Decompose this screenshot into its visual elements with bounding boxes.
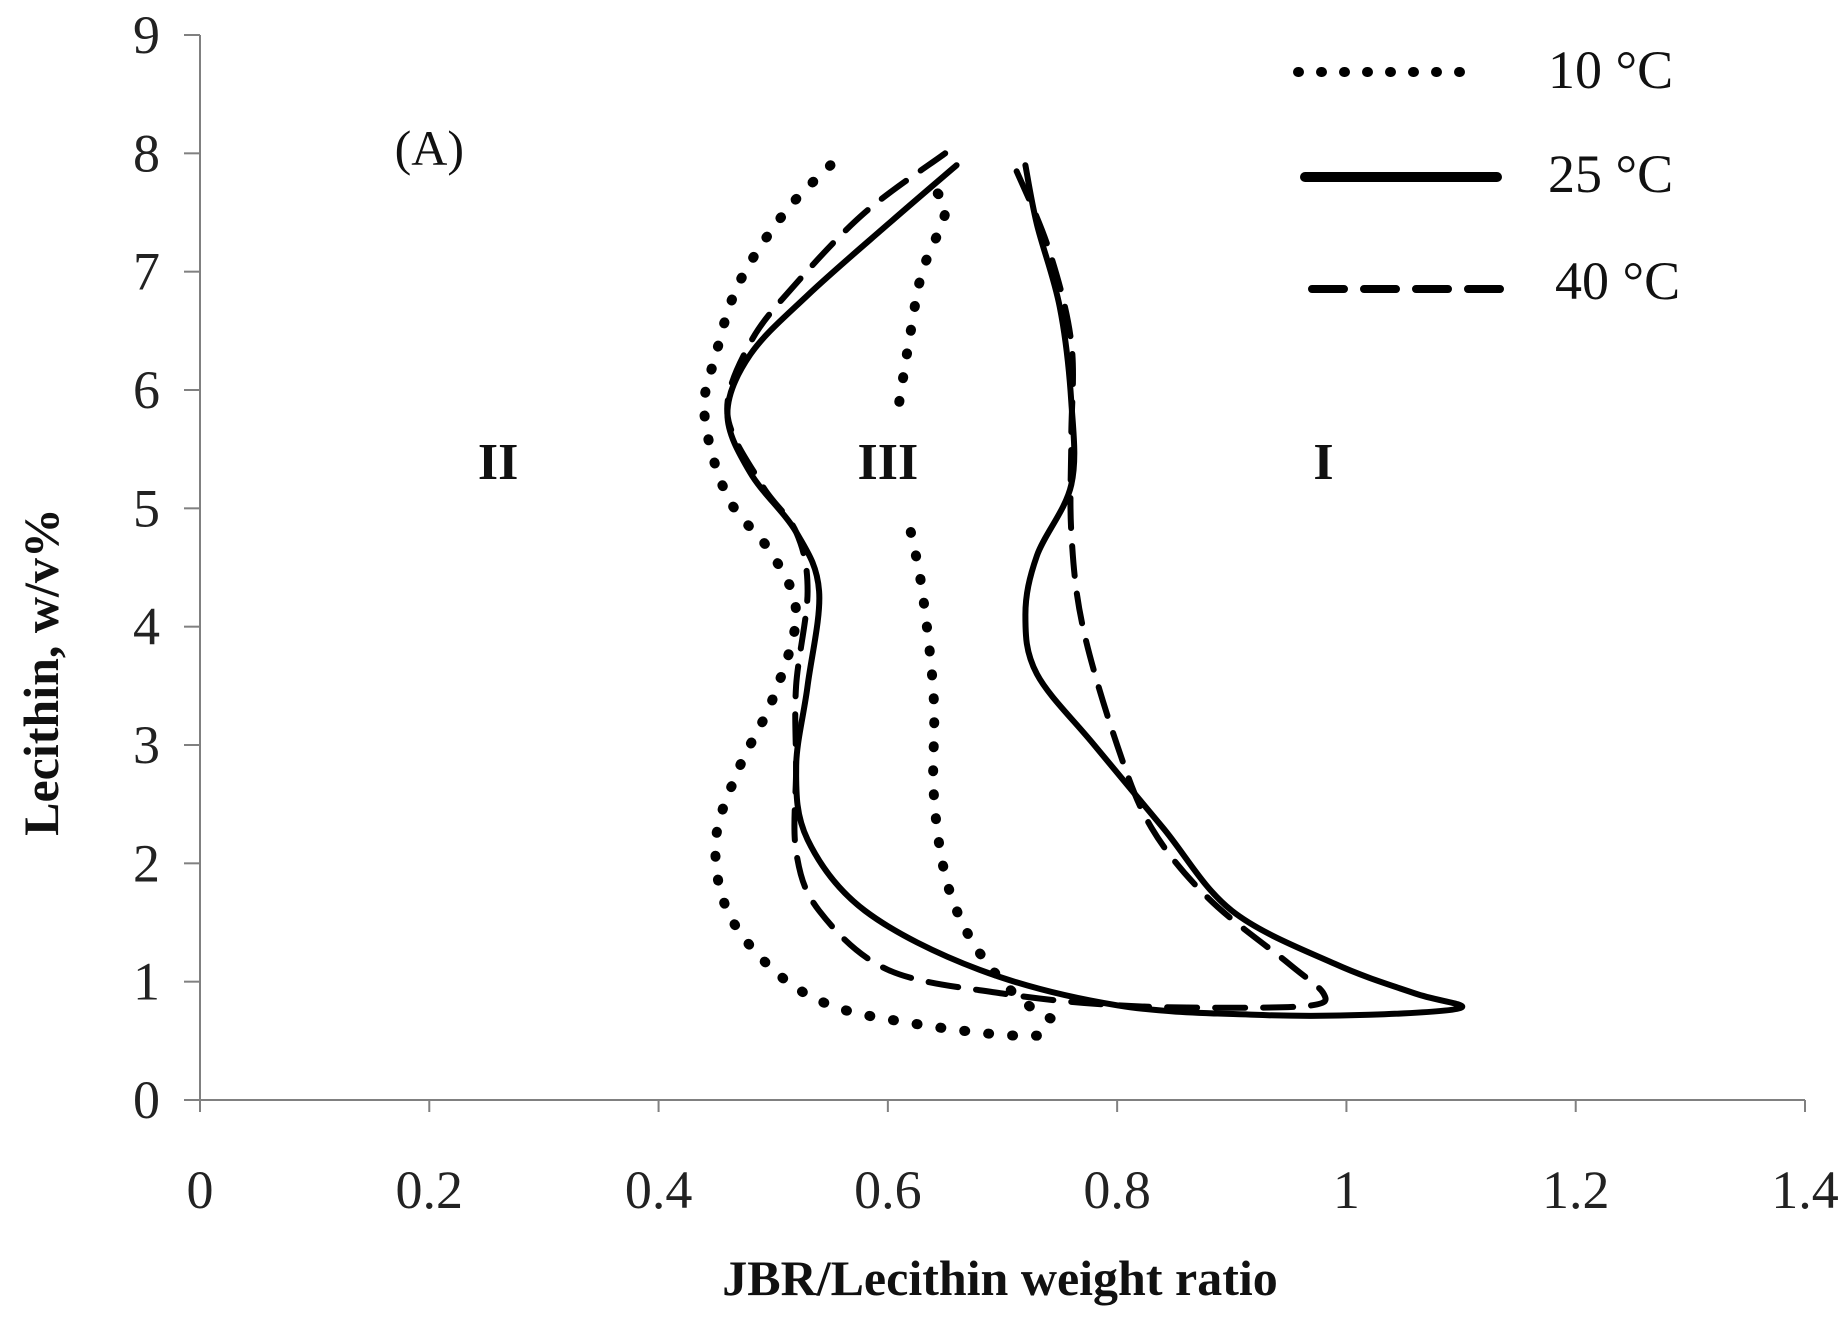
series-line-dotted — [905, 527, 1077, 1032]
x-tick-label: 0.6 — [854, 1160, 922, 1220]
y-axis-title: Lecithin, w/v% — [13, 508, 69, 836]
labels-layer: (A)II III I — [395, 120, 1334, 491]
y-tick-label: 3 — [133, 715, 160, 775]
y-tick-label: 1 — [133, 952, 160, 1012]
x-tick-label: 0.4 — [625, 1160, 693, 1220]
x-tick-label: 0.2 — [396, 1160, 464, 1220]
y-tick-label: 7 — [133, 242, 160, 302]
legend: 10 °C 25 °C 40 °C — [1293, 40, 1680, 311]
legend-label-10c: 10 °C — [1548, 40, 1673, 100]
x-tick-label: 1.2 — [1542, 1160, 1610, 1220]
x-axis-title: JBR/Lecithin weight ratio — [722, 1250, 1278, 1306]
y-tick-label: 6 — [133, 360, 160, 420]
series-line-dashed — [724, 150, 1329, 1011]
legend-label-25c: 25 °C — [1548, 144, 1673, 204]
series-line-dotted — [894, 183, 951, 407]
series-line-solid — [724, 162, 1466, 1019]
series-dotted — [699, 160, 1077, 1041]
series-layer — [699, 150, 1466, 1041]
x-tick-label: 1 — [1333, 1160, 1360, 1220]
y-tick-label: 8 — [133, 123, 160, 183]
annotation-label: I — [1313, 434, 1333, 491]
y-tick-label: 5 — [133, 478, 160, 538]
axes: 0 0.2 0.4 0.6 0.8 1 1.2 1.4 0 1 2 3 4 5 6 7 8 9 — [133, 5, 1839, 1220]
y-tick-label: 4 — [133, 597, 160, 657]
annotation-label: III — [857, 434, 918, 491]
x-tick-label: 0.8 — [1083, 1160, 1151, 1220]
y-tick-label: 9 — [133, 5, 160, 65]
series-solid — [724, 162, 1466, 1019]
series-line-dotted — [699, 160, 1065, 1041]
x-tick-label: 1.4 — [1771, 1160, 1839, 1220]
annotation-label: (A) — [395, 120, 464, 176]
x-tick-label: 0 — [187, 1160, 214, 1220]
legend-label-40c: 40 °C — [1555, 251, 1680, 311]
series-dashed — [724, 150, 1329, 1011]
annotation-label: II — [478, 434, 518, 491]
y-tick-label: 2 — [133, 833, 160, 893]
y-tick-label: 0 — [133, 1070, 160, 1130]
